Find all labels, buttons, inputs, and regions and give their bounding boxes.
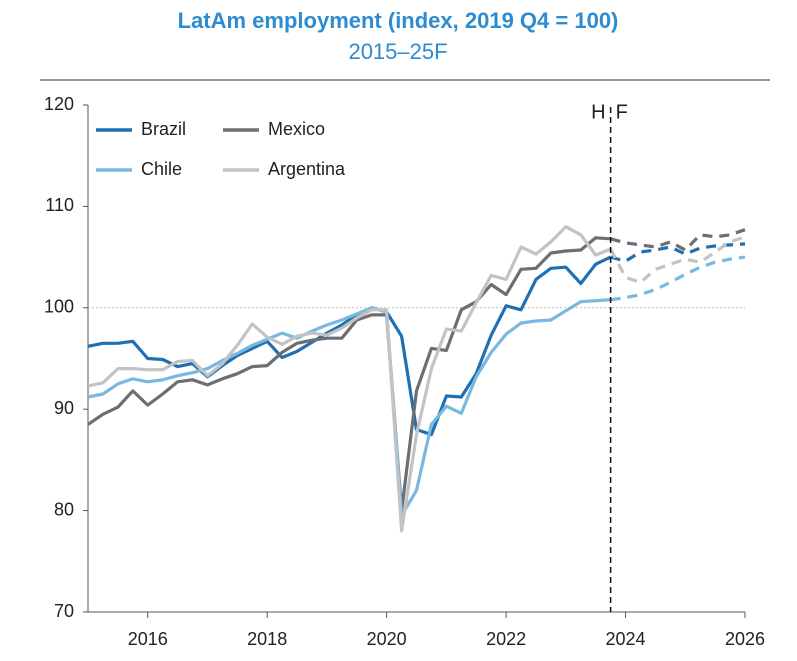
- x-tick-label: 2018: [247, 629, 287, 649]
- x-tick-label: 2024: [606, 629, 646, 649]
- forecast-line: [610, 228, 746, 252]
- chart-title: LatAm employment (index, 2019 Q4 = 100): [178, 8, 619, 33]
- series-line: [87, 225, 612, 533]
- x-tick-label: 2022: [486, 629, 526, 649]
- y-tick-label: 80: [54, 499, 74, 519]
- legend-label: Mexico: [268, 119, 325, 139]
- forecast-line: [610, 242, 746, 263]
- y-tick-label: 70: [54, 601, 74, 621]
- x-tick-label: 2026: [725, 629, 765, 649]
- forecast-line: [609, 235, 746, 284]
- y-tick-label: 110: [45, 195, 74, 215]
- y-tick-label: 100: [44, 297, 74, 317]
- series-line: [87, 298, 611, 518]
- y-tick-label: 120: [44, 94, 74, 114]
- legend-label: Chile: [141, 159, 182, 179]
- x-tick-label: 2016: [128, 629, 168, 649]
- forecast-label: F: [616, 101, 628, 123]
- series-line: [87, 255, 612, 437]
- forecast-line: [610, 255, 746, 302]
- legend-label: Brazil: [141, 119, 186, 139]
- history-label: H: [591, 101, 605, 123]
- chart-subtitle: 2015–25F: [348, 39, 447, 64]
- x-tick-label: 2020: [367, 629, 407, 649]
- legend-label: Argentina: [268, 159, 346, 179]
- y-tick-label: 90: [54, 398, 74, 418]
- series-line: [87, 236, 611, 513]
